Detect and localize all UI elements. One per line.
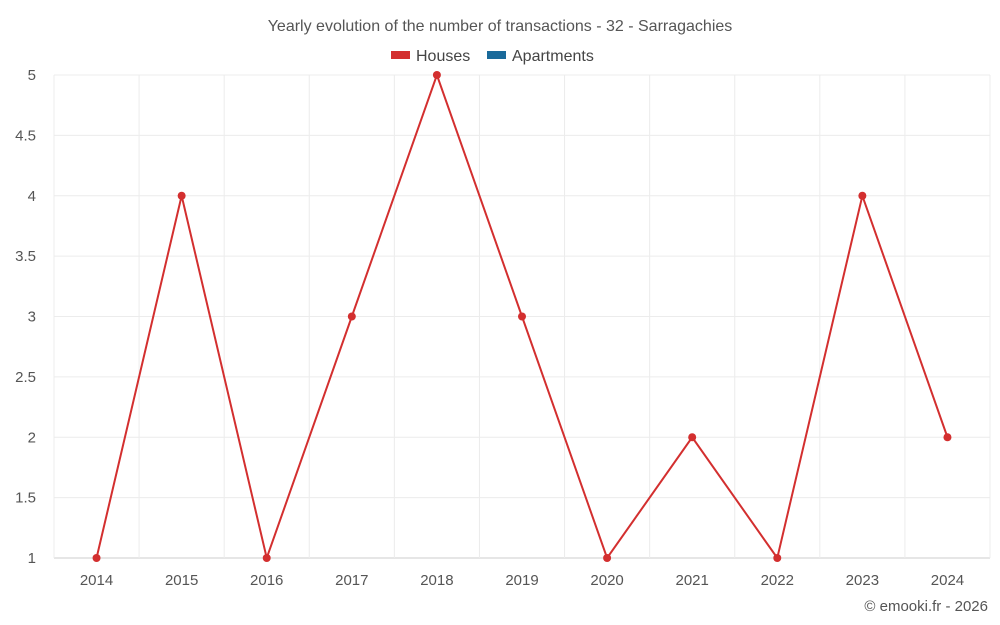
y-tick-label: 3	[28, 309, 36, 326]
legend-label-houses: Houses	[416, 48, 470, 65]
x-tick-label: 2021	[675, 572, 708, 589]
x-tick-label: 2018	[420, 572, 453, 589]
data-point[interactable]	[943, 433, 952, 442]
data-point[interactable]	[518, 312, 526, 321]
legend-swatch-houses	[391, 51, 410, 59]
x-tick-label: 2024	[931, 572, 964, 589]
x-tick-label: 2020	[590, 572, 623, 589]
x-axis-ticks: 2014 2015 2016 2017 2018 2019 2020 2021 2022 2023…	[80, 572, 964, 589]
y-tick-label: 1.5	[15, 490, 36, 507]
y-axis-ticks: 1 1.5 2 2.5 3 3.5 4 4.5 5	[15, 67, 36, 567]
x-tick-label: 2014	[80, 572, 113, 589]
data-point[interactable]	[262, 554, 271, 562]
data-point[interactable]	[347, 312, 356, 321]
x-tick-label: 2019	[505, 572, 538, 589]
x-tick-label: 2023	[846, 572, 879, 589]
data-point[interactable]	[603, 554, 612, 562]
x-tick-label: 2016	[250, 572, 283, 589]
y-tick-label: 4	[28, 188, 36, 205]
legend: Houses Apartments	[391, 48, 594, 65]
data-point[interactable]	[773, 554, 782, 562]
data-point[interactable]	[688, 433, 697, 442]
y-tick-label: 2.5	[15, 369, 36, 386]
y-tick-label: 4.5	[15, 127, 36, 144]
credit-text: © emooki.fr - 2026	[864, 598, 988, 615]
legend-item-apartments[interactable]: Apartments	[487, 48, 594, 65]
data-point[interactable]	[177, 191, 186, 200]
data-point[interactable]	[432, 71, 441, 79]
x-tick-label: 2015	[165, 572, 198, 589]
y-tick-label: 3.5	[15, 248, 36, 265]
y-tick-label: 5	[28, 67, 36, 84]
legend-swatch-apartments	[487, 51, 506, 59]
legend-label-apartments: Apartments	[512, 48, 594, 65]
y-tick-label: 2	[28, 429, 36, 446]
data-point[interactable]	[92, 554, 101, 562]
data-point[interactable]	[858, 191, 867, 200]
chart-title: Yearly evolution of the number of transa…	[268, 18, 733, 35]
x-tick-label: 2017	[335, 572, 368, 589]
y-tick-label: 1	[28, 550, 36, 567]
legend-item-houses[interactable]: Houses	[391, 48, 470, 65]
series-houses	[92, 71, 952, 562]
x-tick-label: 2022	[761, 572, 794, 589]
